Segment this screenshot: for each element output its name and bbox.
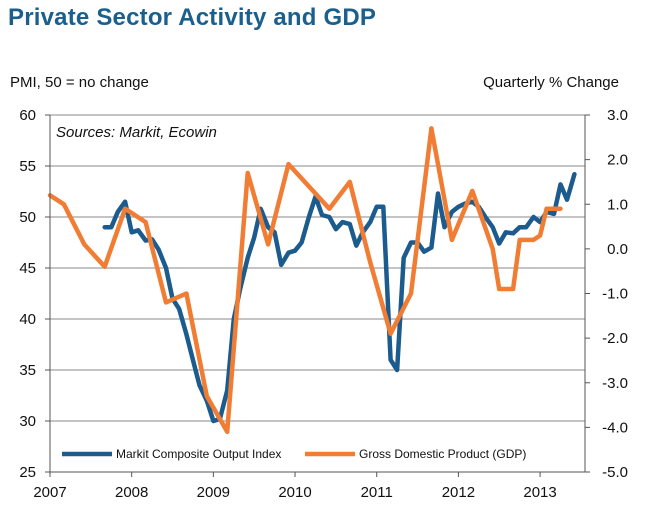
sources-annotation: Sources: Markit, Ecowin bbox=[56, 124, 217, 141]
x-tick-label: 2012 bbox=[442, 484, 475, 501]
right-tick-label: 1.0 bbox=[607, 196, 628, 213]
right-tick-label: -3.0 bbox=[602, 375, 628, 392]
left-axis-label: PMI, 50 = no change bbox=[10, 74, 149, 91]
legend: Markit Composite Output Index Gross Dome… bbox=[62, 447, 526, 461]
right-axis-label: Quarterly % Change bbox=[483, 74, 619, 91]
left-tick-label: 50 bbox=[19, 209, 36, 226]
right-tick-label: 3.0 bbox=[607, 107, 628, 124]
x-tick-label: 2010 bbox=[278, 484, 311, 501]
left-tick-label: 40 bbox=[19, 311, 36, 328]
x-tick-label: 2007 bbox=[33, 484, 66, 501]
right-tick-label: -2.0 bbox=[602, 330, 628, 347]
x-tick-label: 2009 bbox=[197, 484, 230, 501]
series-layer bbox=[47, 126, 577, 435]
left-tick-label: 55 bbox=[19, 158, 36, 175]
x-tick-label: 2008 bbox=[115, 484, 148, 501]
chart-title: Private Sector Activity and GDP bbox=[8, 4, 377, 31]
series-line-markit bbox=[102, 171, 577, 424]
left-tick-label: 30 bbox=[19, 413, 36, 430]
left-tick-label: 25 bbox=[19, 464, 36, 481]
x-tick-label: 2011 bbox=[361, 484, 393, 501]
right-tick-label: -4.0 bbox=[602, 419, 628, 436]
left-tick-label: 60 bbox=[19, 107, 36, 124]
gridlines bbox=[50, 114, 585, 422]
right-tick-label: 2.0 bbox=[607, 152, 628, 169]
right-tick-label: -1.0 bbox=[602, 286, 628, 303]
series-line-gdp bbox=[47, 126, 563, 435]
x-tick-label: 2013 bbox=[523, 484, 556, 501]
axes: 25 30 35 40 45 50 55 60 3.0 2.0 1.0 0.0 -1.0 -2.0 -3.0… bbox=[19, 107, 628, 501]
legend-label-gdp: Gross Domestic Product (GDP) bbox=[359, 447, 526, 461]
legend-label-markit: Markit Composite Output Index bbox=[116, 447, 281, 461]
right-tick-label: 0.0 bbox=[607, 241, 628, 258]
left-tick-label: 45 bbox=[19, 260, 36, 277]
right-tick-label: -5.0 bbox=[602, 464, 628, 481]
left-tick-label: 35 bbox=[19, 362, 36, 379]
